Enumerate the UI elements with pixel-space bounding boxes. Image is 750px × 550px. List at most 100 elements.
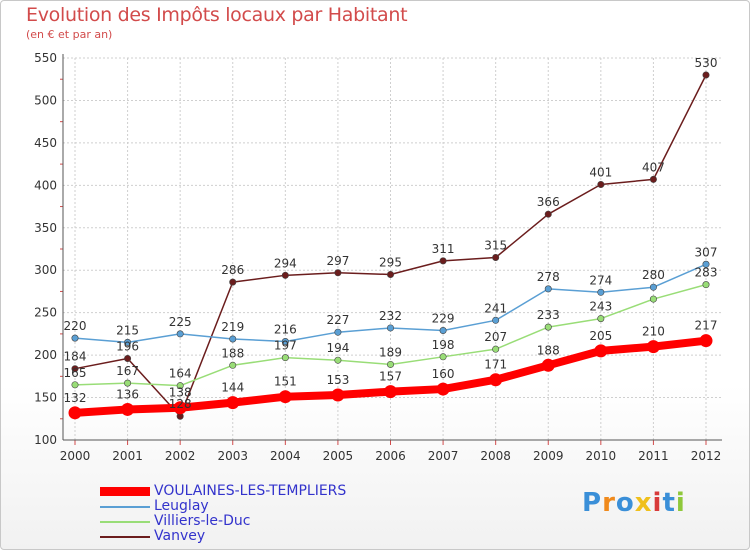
- data-point: [492, 316, 500, 324]
- data-point: [331, 388, 345, 402]
- legend: VOULAINES-LES-TEMPLIERS Leuglay Villiers-l…: [100, 484, 346, 544]
- data-label: 157: [379, 370, 402, 384]
- chart-title: Evolution des Impôts locaux par Habitant: [26, 4, 408, 26]
- data-label: 232: [379, 309, 402, 323]
- data-label: 165: [64, 366, 87, 380]
- legend-item: Villiers-le-Duc: [100, 514, 346, 529]
- data-label: 171: [484, 358, 507, 372]
- data-point: [597, 315, 605, 323]
- data-label: 530: [695, 56, 718, 70]
- data-label: 196: [116, 340, 139, 354]
- x-tick-label: 2004: [270, 449, 301, 463]
- data-point: [176, 330, 184, 338]
- data-point: [229, 361, 237, 369]
- chart-subtitle: (en € et par an): [26, 28, 113, 41]
- data-label: 194: [326, 341, 349, 355]
- data-point: [124, 379, 132, 387]
- data-point: [386, 324, 394, 332]
- legend-item: Vanvey: [100, 529, 346, 544]
- legend-item: Leuglay: [100, 499, 346, 514]
- data-label: 216: [274, 323, 297, 337]
- y-tick-label: 150: [34, 391, 57, 405]
- data-point: [544, 285, 552, 293]
- data-point: [226, 396, 240, 410]
- data-label: 160: [432, 367, 455, 381]
- data-label: 280: [642, 268, 665, 282]
- data-point: [334, 269, 342, 277]
- data-point: [384, 385, 397, 399]
- data-point: [544, 210, 552, 218]
- logo-letter: P: [582, 488, 603, 518]
- y-tick-label: 200: [34, 348, 57, 362]
- x-tick-label: 2006: [375, 449, 406, 463]
- data-label: 278: [537, 270, 560, 284]
- data-label: 205: [589, 329, 612, 343]
- logo-letter: i: [675, 488, 686, 518]
- data-point: [124, 338, 132, 346]
- data-label: 227: [326, 313, 349, 327]
- data-point: [541, 358, 555, 372]
- data-label: 207: [484, 330, 507, 344]
- data-label: 210: [642, 325, 665, 339]
- x-tick-label: 2012: [691, 449, 722, 463]
- data-point: [386, 270, 394, 278]
- data-point: [492, 253, 500, 261]
- logo-letter: i: [652, 488, 663, 518]
- data-point: [334, 356, 342, 364]
- data-label: 144: [221, 381, 244, 395]
- data-point: [699, 334, 713, 348]
- legend-label: Leuglay: [154, 498, 209, 514]
- data-point: [544, 323, 552, 331]
- data-label: 311: [432, 242, 455, 256]
- legend-swatch: [100, 505, 150, 508]
- x-tick-label: 2000: [60, 449, 91, 463]
- data-point: [173, 401, 187, 415]
- data-point: [436, 382, 450, 396]
- data-label: 315: [484, 238, 507, 252]
- data-label: 366: [537, 195, 560, 209]
- y-tick-label: 350: [34, 221, 57, 235]
- data-point: [702, 71, 710, 79]
- data-point: [281, 354, 289, 362]
- data-label: 307: [695, 245, 718, 259]
- data-label: 128: [169, 397, 192, 411]
- data-point: [334, 328, 342, 336]
- data-label: 233: [537, 308, 560, 322]
- data-label: 219: [221, 320, 244, 334]
- data-point: [281, 271, 289, 279]
- data-label: 188: [221, 346, 244, 360]
- data-point: [649, 175, 657, 183]
- data-label: 294: [274, 256, 297, 270]
- data-point: [386, 360, 394, 368]
- data-point: [597, 180, 605, 188]
- data-label: 297: [326, 254, 349, 268]
- data-label: 220: [64, 319, 87, 333]
- data-point: [702, 281, 710, 289]
- legend-label: VOULAINES-LES-TEMPLIERS: [154, 483, 347, 499]
- data-point: [492, 345, 500, 353]
- data-point: [649, 283, 657, 291]
- data-point: [489, 373, 503, 387]
- data-label: 197: [274, 339, 297, 353]
- y-tick-label: 450: [34, 136, 57, 150]
- legend-swatch: [100, 535, 150, 538]
- legend-item: VOULAINES-LES-TEMPLIERS: [100, 484, 346, 499]
- legend-swatch: [100, 487, 150, 496]
- data-point: [71, 381, 79, 389]
- data-label: 184: [64, 350, 87, 364]
- data-point: [439, 353, 447, 361]
- data-point: [124, 355, 132, 363]
- y-tick-label: 500: [34, 93, 57, 107]
- data-label: 151: [274, 375, 297, 389]
- data-point: [68, 406, 82, 420]
- y-tick-label: 250: [34, 306, 57, 320]
- data-label: 243: [589, 300, 612, 314]
- y-tick-label: 300: [34, 263, 57, 277]
- y-tick-label: 100: [34, 433, 57, 447]
- data-point: [281, 338, 289, 346]
- y-tick-label: 550: [34, 51, 57, 65]
- data-label: 164: [169, 367, 192, 381]
- x-tick-label: 2001: [112, 449, 143, 463]
